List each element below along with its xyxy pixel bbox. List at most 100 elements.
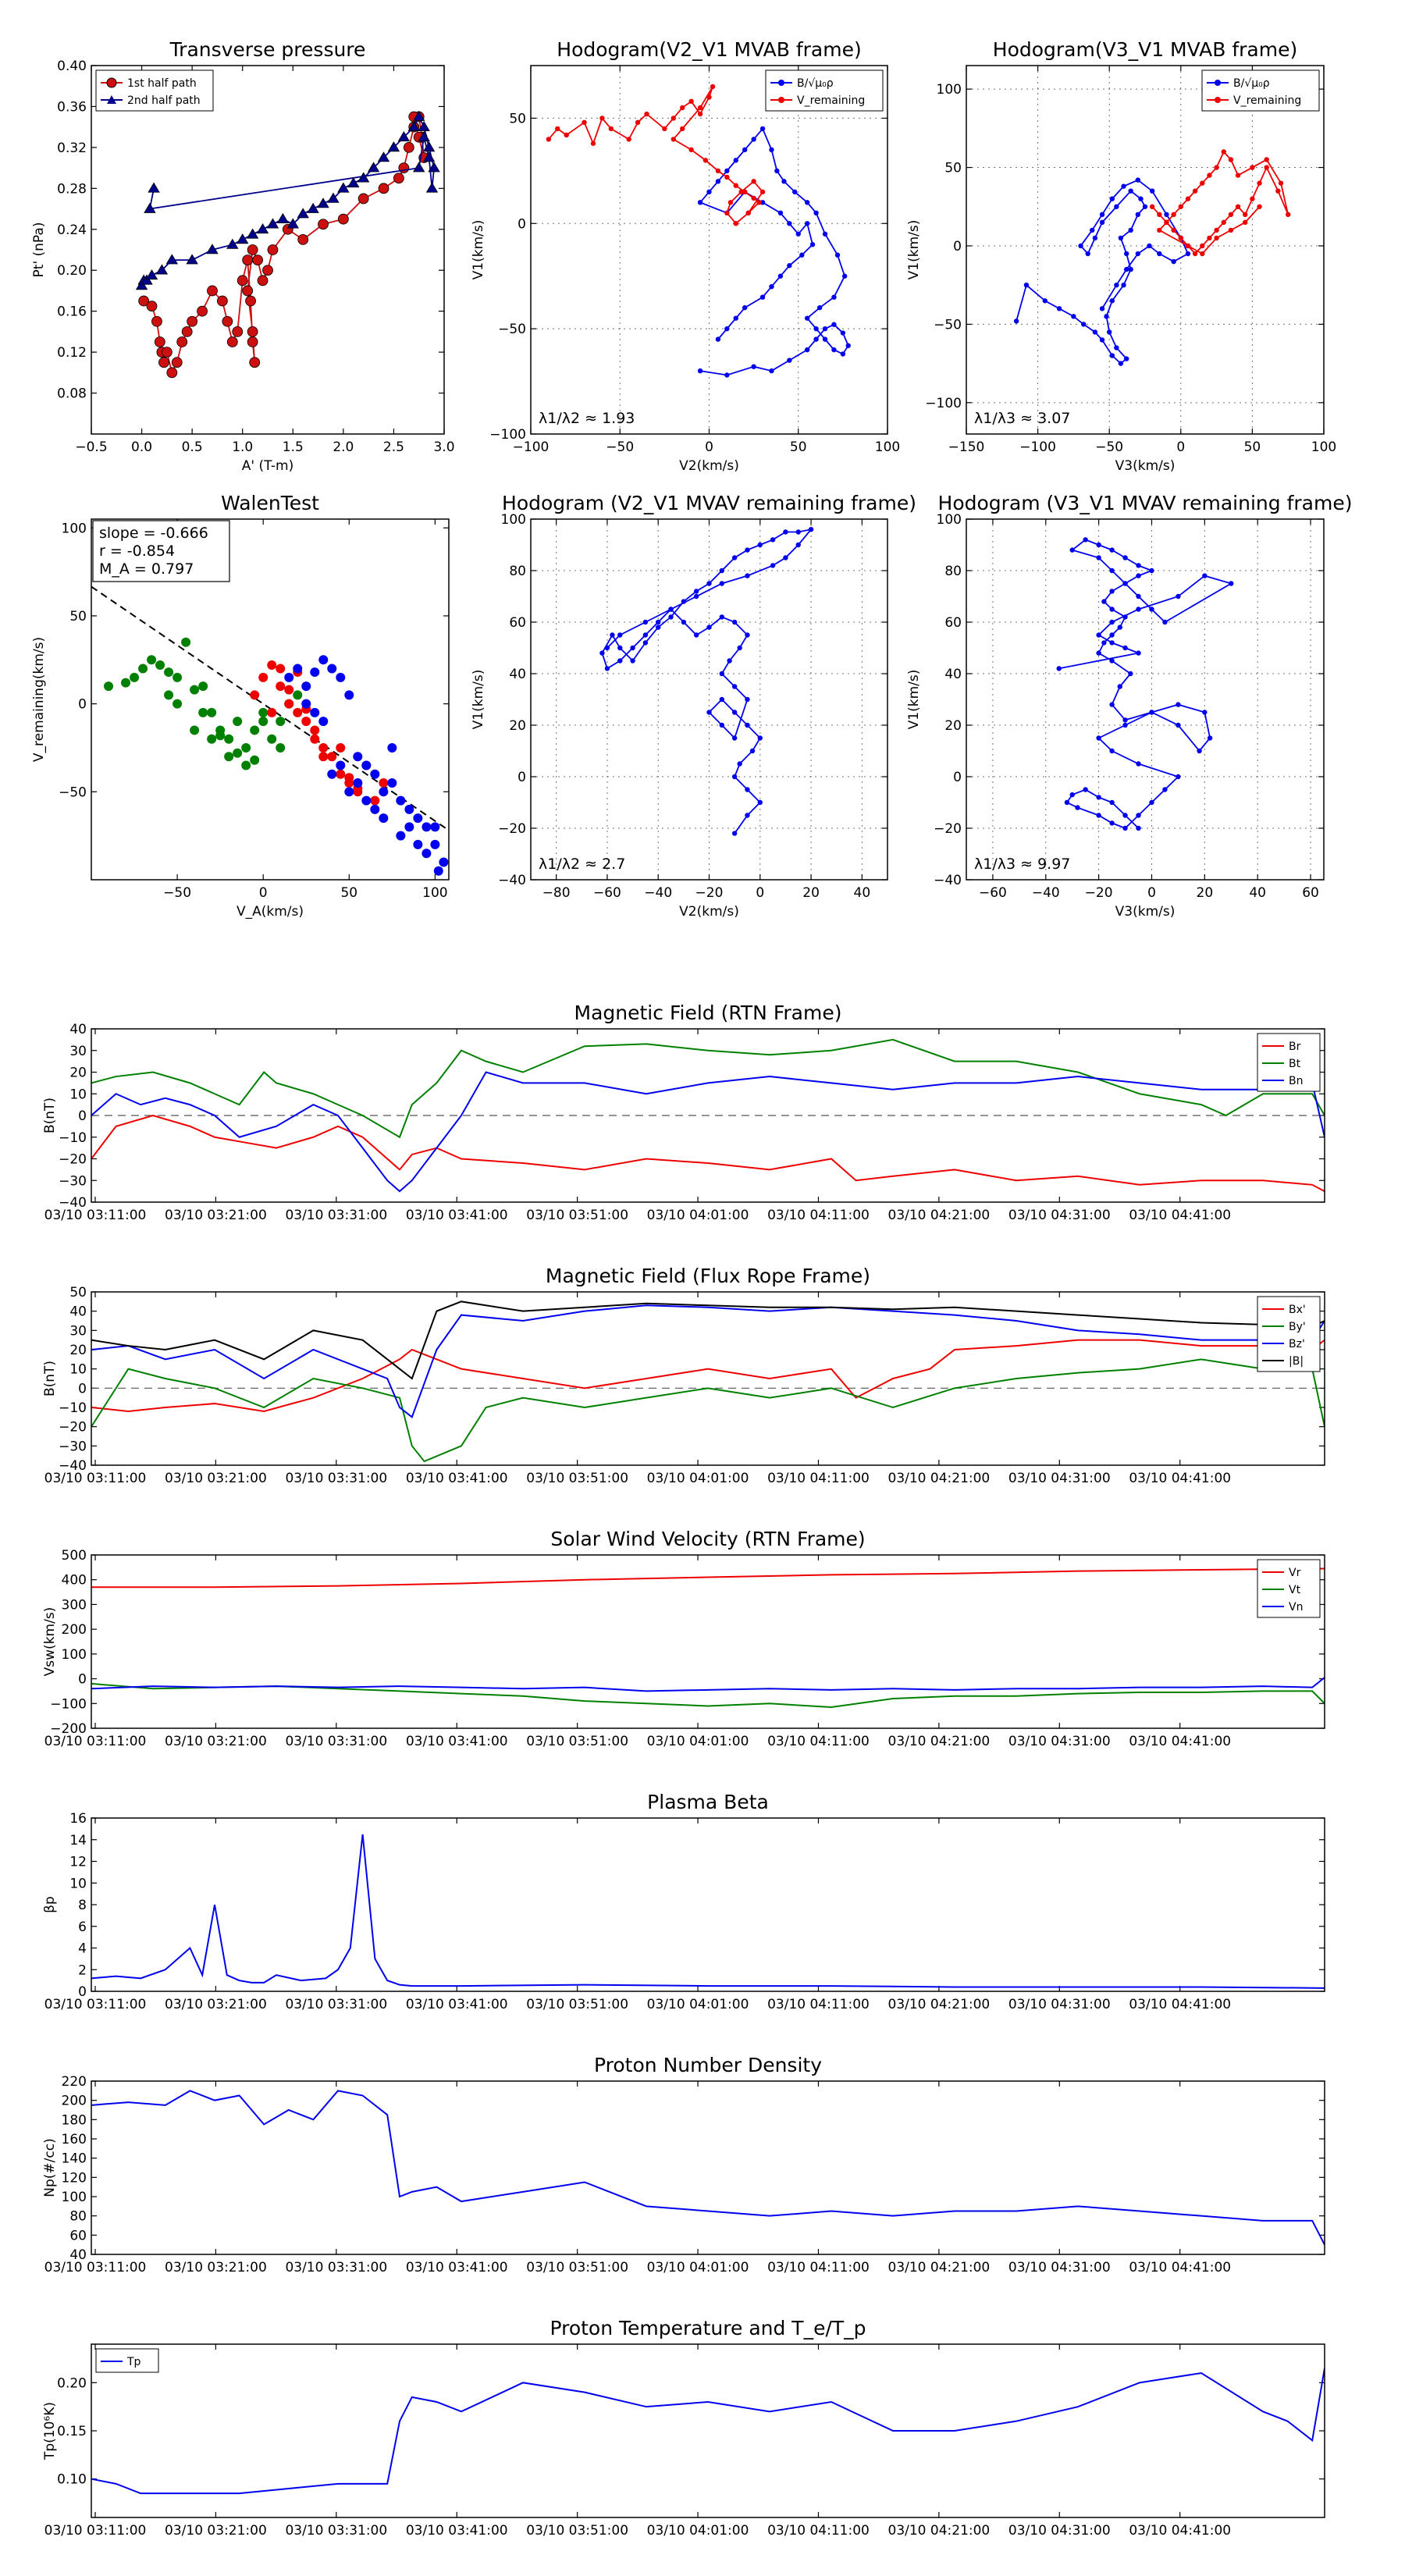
x-tick-label: 03/10 04:11:00 xyxy=(767,2523,870,2539)
data-point xyxy=(237,233,249,244)
legend-label: Br xyxy=(1289,1041,1301,1053)
series-line xyxy=(699,127,849,376)
data-point xyxy=(724,168,730,174)
solar-wind-velocity-panel: Solar Wind Velocity (RTN Frame) −200 −100 0… xyxy=(42,1528,1325,1749)
y-axis-label: Np(#/cc) xyxy=(42,2138,58,2197)
data-point xyxy=(681,619,687,625)
data-point xyxy=(1104,314,1109,319)
data-point xyxy=(1207,235,1212,241)
legend-label: By' xyxy=(1289,1321,1306,1333)
series-line xyxy=(140,115,435,286)
data-point xyxy=(344,773,354,783)
data-point xyxy=(731,710,738,715)
data-point xyxy=(1149,568,1154,574)
data-point xyxy=(198,681,208,692)
y-tick-label: −100 xyxy=(925,396,962,411)
plot-frame xyxy=(91,518,450,881)
data-point xyxy=(1228,157,1234,162)
y-axis-label: Pt' (nPa) xyxy=(31,222,47,278)
x-tick-label: 03/10 04:21:00 xyxy=(888,1997,991,2012)
data-point xyxy=(1096,542,1101,548)
data-point xyxy=(599,650,605,656)
data-point xyxy=(379,787,389,797)
y-tick-label: 400 xyxy=(62,1573,87,1589)
y-tick-label: 0 xyxy=(78,1108,87,1124)
data-point xyxy=(121,678,131,688)
x-tick-label: 03/10 03:51:00 xyxy=(526,1471,628,1486)
data-point xyxy=(670,116,676,121)
data-point xyxy=(1122,722,1128,728)
data-point xyxy=(181,326,193,337)
chart-title: Plasma Beta xyxy=(647,1791,769,1813)
data-point xyxy=(387,742,397,753)
data-point xyxy=(617,632,623,638)
x-tick-label: 03/10 03:41:00 xyxy=(406,2523,508,2539)
x-tick-label: 0 xyxy=(705,439,713,455)
data-point xyxy=(1250,165,1255,170)
x-tick-label: −20 xyxy=(695,885,724,901)
data-point xyxy=(387,778,397,788)
stats-box xyxy=(92,520,230,582)
data-point xyxy=(715,168,721,174)
y-tick-label: 60 xyxy=(69,2228,87,2243)
data-point xyxy=(1185,251,1191,257)
data-point xyxy=(1136,607,1141,612)
series-Vr xyxy=(91,1567,1325,1589)
data-point xyxy=(731,619,738,625)
data-point xyxy=(232,326,244,337)
legend-label: B/√μ₀ρ xyxy=(797,77,834,90)
x-tick-label: 03/10 04:31:00 xyxy=(1008,2260,1111,2275)
x-tick-label: 0.0 xyxy=(131,439,152,455)
y-tick-label: 100 xyxy=(62,1647,87,1663)
y-tick-label: −10 xyxy=(59,1130,87,1146)
x-tick-label: −50 xyxy=(606,439,634,455)
data-point xyxy=(1202,573,1208,578)
y-tick-label: 0.28 xyxy=(57,181,87,197)
stats-line: slope = -0.666 xyxy=(99,525,208,542)
y-tick-label: 0.32 xyxy=(57,141,87,156)
y-tick-label: −30 xyxy=(59,1439,87,1454)
data-point xyxy=(702,158,709,163)
data-point xyxy=(138,664,148,674)
data-point xyxy=(1122,581,1128,586)
x-tick-label: 03/10 03:31:00 xyxy=(285,1471,387,1486)
x-tick-label: 03/10 04:01:00 xyxy=(647,1471,749,1486)
data-point xyxy=(138,295,150,307)
data-point xyxy=(1109,547,1115,553)
data-point xyxy=(166,367,178,379)
data-point xyxy=(1109,619,1115,625)
data-point xyxy=(769,368,774,374)
data-point xyxy=(1075,805,1080,810)
series-line xyxy=(1151,150,1289,255)
data-point xyxy=(357,193,369,205)
data-point xyxy=(1221,149,1226,155)
data-point xyxy=(656,619,661,625)
chart-title: Hodogram (V2_V1 MVAV remaining frame) xyxy=(502,492,916,514)
data-point xyxy=(1109,658,1115,664)
data-point xyxy=(604,666,610,671)
x-tick-label: 03/10 03:11:00 xyxy=(44,1997,147,2012)
data-point xyxy=(1081,322,1087,327)
eigen-ratio: λ1/λ2 ≈ 2.7 xyxy=(539,856,625,873)
series-B/√μ₀ρ xyxy=(1013,177,1191,366)
data-point xyxy=(307,202,319,213)
x-tick-label: 03/10 03:21:00 xyxy=(165,2260,267,2275)
data-point xyxy=(1121,183,1126,189)
data-point xyxy=(813,210,819,215)
x-tick-label: 03/10 04:41:00 xyxy=(1129,2523,1231,2539)
data-point xyxy=(301,681,311,692)
data-point xyxy=(1109,640,1115,646)
data-point xyxy=(377,151,390,162)
y-tick-label: 8 xyxy=(78,1898,87,1913)
data-point xyxy=(1096,795,1101,800)
data-point xyxy=(742,147,748,153)
y-axis-label: βp xyxy=(42,1896,58,1913)
data-point xyxy=(1171,258,1176,265)
data-point xyxy=(439,857,449,867)
data-point xyxy=(719,696,725,703)
data-point xyxy=(804,200,810,205)
x-tick-label: 20 xyxy=(802,885,820,901)
chart-title: Solar Wind Velocity (RTN Frame) xyxy=(550,1528,865,1550)
data-point xyxy=(186,254,198,265)
data-point xyxy=(1185,243,1191,249)
